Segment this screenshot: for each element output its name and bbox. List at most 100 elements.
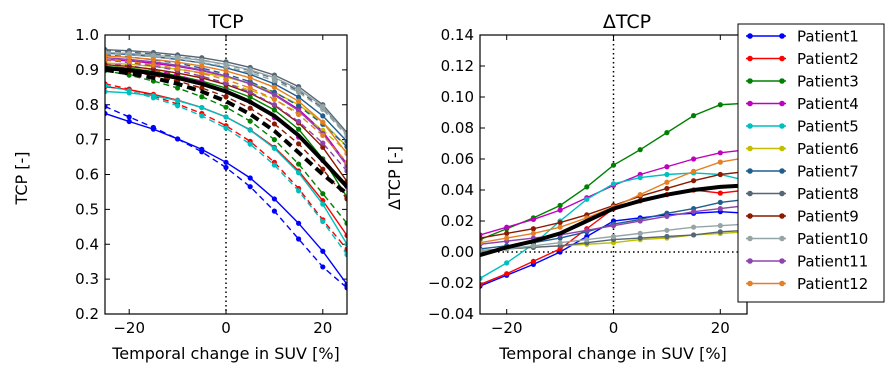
tcp-chart: TCP Temporal change in SUV [%] TCP [-] 0… [12, 11, 348, 363]
tcp-point-patient3-dashed [175, 85, 181, 91]
delta-tcp-point-patient10 [610, 233, 617, 240]
tcp-point-patient11-dashed [296, 118, 302, 125]
delta-tcp-point-patient12 [637, 192, 643, 198]
tcp-ytick-label: 0.2 [75, 305, 99, 323]
tcp-point-patient1-dashed [247, 184, 253, 190]
tcp-point-patient1-dashed [320, 264, 326, 270]
tcp-point-patient7-dashed [296, 103, 302, 109]
delta-tcp-chart: ΔTCP Temporal change in SUV [%] ΔTCP [-]… [385, 11, 748, 363]
delta-tcp-ytick-label: 0.08 [441, 119, 474, 137]
tcp-point-patient11 [247, 81, 253, 87]
tcp-point-patient12 [271, 84, 277, 90]
tcp-series-mean-dashed [105, 67, 347, 196]
legend-marker-patient12 [747, 280, 753, 287]
delta-tcp-point-patient10 [637, 230, 643, 236]
legend-label-patient10: Patient10 [797, 230, 868, 248]
tcp-point-patient1 [320, 248, 326, 254]
delta-tcp-ytick-label: −0.04 [428, 305, 474, 323]
tcp-point-patient3-dashed [296, 161, 302, 167]
tcp-point-patient12 [150, 56, 156, 63]
delta-tcp-point-patient12 [717, 159, 723, 165]
tcp-ytick-label: 0.9 [75, 61, 99, 79]
delta-tcp-chart-title: ΔTCP [603, 11, 651, 33]
delta-tcp-point-patient11 [610, 223, 617, 229]
tcp-point-patient9-dashed [199, 85, 205, 91]
legend-items: Patient1 Patient2 Patient3 Patient4 Patient5… [746, 28, 868, 293]
delta-tcp-point-patient9 [480, 235, 483, 241]
delta-tcp-point-patient12 [480, 240, 483, 246]
delta-tcp-point-patient9 [530, 226, 537, 232]
tcp-point-patient10 [344, 131, 347, 137]
tcp-point-patient5 [105, 88, 108, 95]
tcp-point-patient12-dashed [199, 70, 205, 76]
tcp-point-patient12-dashed [271, 96, 277, 102]
tcp-point-patient11-dashed [320, 140, 326, 146]
tcp-xtick-label: −20 [113, 319, 145, 337]
tcp-point-patient7 [320, 113, 326, 119]
legend-marker-patient11 [747, 258, 753, 264]
tcp-point-patient3 [296, 126, 302, 132]
delta-tcp-point-patient4 [530, 216, 537, 223]
legend-label-patient4: Patient4 [797, 95, 859, 113]
delta-tcp-ytick-label: 0.12 [441, 57, 474, 75]
legend-marker-patient12 [779, 280, 785, 287]
legend-marker-patient11 [779, 258, 785, 264]
tcp-point-patient10 [247, 67, 253, 73]
tcp-point-patient1 [150, 126, 156, 132]
legend-label-patient1: Patient1 [797, 28, 859, 46]
tcp-chart-series [105, 35, 347, 314]
tcp-point-patient1 [271, 196, 277, 202]
tcp-point-patient5-dashed [199, 113, 205, 119]
tcp-chart-ylabel: TCP [-] [12, 152, 31, 206]
delta-tcp-point-patient9 [664, 185, 670, 192]
delta-tcp-point-patient4 [557, 207, 563, 213]
delta-tcp-point-patient3 [637, 147, 643, 153]
tcp-point-patient11 [223, 73, 229, 79]
legend-marker-patient7 [747, 168, 753, 174]
tcp-point-patient5-dashed [344, 252, 347, 258]
tcp-point-patient12 [344, 150, 347, 157]
legend-marker-patient10 [779, 235, 785, 242]
legend-marker-patient6 [779, 145, 785, 152]
tcp-xtick-label: 0 [221, 319, 231, 337]
tcp-point-patient1 [247, 175, 253, 181]
delta-tcp-chart-ylabel: ΔTCP [-] [385, 146, 404, 210]
tcp-point-patient12 [126, 54, 132, 60]
legend-frame [737, 23, 885, 303]
tcp-point-patient3 [247, 94, 253, 100]
tcp-ytick-label: 0.8 [75, 96, 99, 114]
tcp-chart-frame [104, 34, 348, 315]
delta-tcp-chart-ticks: −0.04 −0.02 0.00 0.02 0.04 0.06 0.08 0.10 0.12 0.… [428, 26, 747, 337]
tcp-ytick-label: 0.6 [75, 166, 99, 184]
delta-tcp-point-patient3 [664, 130, 670, 136]
tcp-point-patient9 [126, 63, 132, 69]
tcp-chart-title: TCP [207, 11, 243, 33]
tcp-point-patient7-dashed [344, 144, 347, 150]
legend-label-patient3: Patient3 [797, 73, 859, 91]
tcp-point-patient12 [105, 53, 108, 59]
tcp-chart-ticks: 0.2 0.3 0.4 0.5 0.6 0.7 0.8 0.9 1.0 −20 0 20 [75, 26, 347, 337]
delta-tcp-ytick-label: 0.04 [441, 181, 474, 199]
tcp-point-patient3-dashed [271, 137, 277, 143]
tcp-chart-xlabel: Temporal change in SUV [%] [111, 344, 340, 363]
delta-tcp-point-patient7 [717, 199, 723, 205]
delta-tcp-point-patient11 [717, 206, 723, 212]
tcp-point-patient3-dashed [344, 220, 347, 226]
delta-tcp-chart-xlabel: Temporal change in SUV [%] [498, 344, 727, 363]
delta-tcp-point-patient12 [557, 224, 563, 230]
tcp-point-patient12 [199, 63, 205, 69]
tcp-ytick-label: 1.0 [75, 26, 99, 44]
tcp-point-patient1-dashed [126, 114, 132, 120]
delta-tcp-point-patient10 [584, 237, 590, 243]
tcp-point-patient5 [150, 93, 156, 99]
tcp-point-patient5 [199, 104, 205, 111]
delta-tcp-point-patient12 [664, 179, 670, 185]
tcp-point-patient3-dashed [320, 191, 326, 197]
delta-tcp-xtick-label: 20 [711, 319, 730, 337]
delta-tcp-point-patient8 [637, 235, 643, 241]
legend-marker-patient5 [747, 123, 753, 129]
tcp-point-patient12 [223, 68, 229, 74]
delta-tcp-point-patient9 [717, 171, 723, 178]
delta-tcp-point-patient5 [584, 196, 590, 202]
tcp-point-patient5-dashed [320, 218, 326, 225]
